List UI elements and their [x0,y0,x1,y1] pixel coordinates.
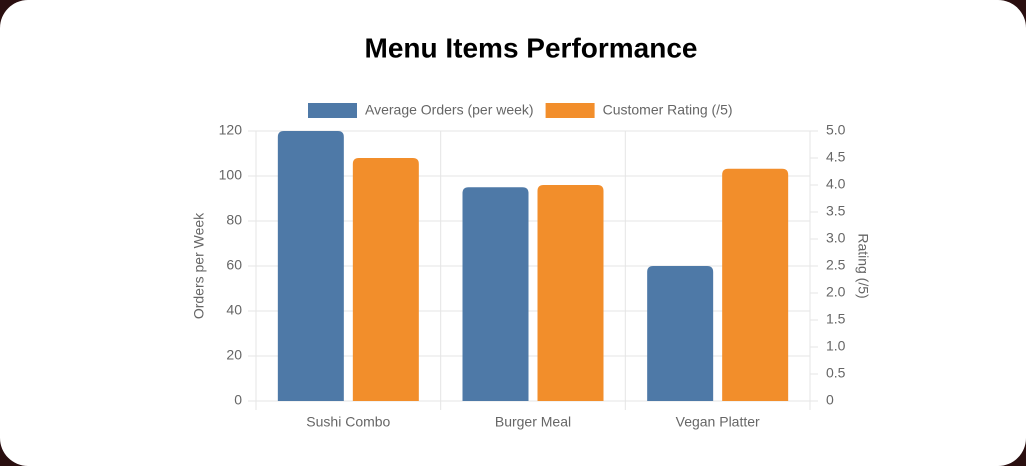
y-tick-label: 0 [234,392,242,408]
y2-tick-label: 1.5 [826,311,846,327]
y2-tick-label: 4.5 [826,149,846,165]
x-tick-label: Vegan Platter [676,414,760,430]
y-tick-label: 100 [219,167,243,183]
legend-label: Customer Rating (/5) [603,102,733,118]
x-tick-label: Sushi Combo [306,414,390,430]
y2-tick-label: 5.0 [826,122,846,138]
bar [722,168,789,401]
y-tick-label: 120 [219,122,243,138]
y2-tick-label: 4.0 [826,176,846,192]
legend-swatch [545,103,595,118]
bar [537,185,604,401]
bar [352,158,419,401]
y2-tick-label: 1.0 [826,338,846,354]
y2-tick-label: 2.5 [826,257,846,273]
y2-axis-title: Rating (/5) [855,233,871,298]
bar [647,266,714,401]
y-axis-title: Orders per Week [191,212,207,319]
legend-label: Average Orders (per week) [365,102,534,118]
y2-tick-label: 0 [826,392,834,408]
y-tick-label: 20 [226,347,242,363]
y-tick-label: 40 [226,302,242,318]
x-tick-label: Burger Meal [495,414,571,430]
y-tick-label: 60 [226,257,242,273]
legend-swatch [308,103,357,118]
chart-title: Menu Items Performance [365,32,698,63]
bar [462,187,529,401]
bar [277,131,344,401]
y2-tick-label: 3.5 [826,203,846,219]
y-tick-label: 80 [226,212,242,228]
y2-tick-label: 3.0 [826,230,846,246]
y2-tick-label: 0.5 [826,365,846,381]
y2-tick-label: 2.0 [826,284,846,300]
